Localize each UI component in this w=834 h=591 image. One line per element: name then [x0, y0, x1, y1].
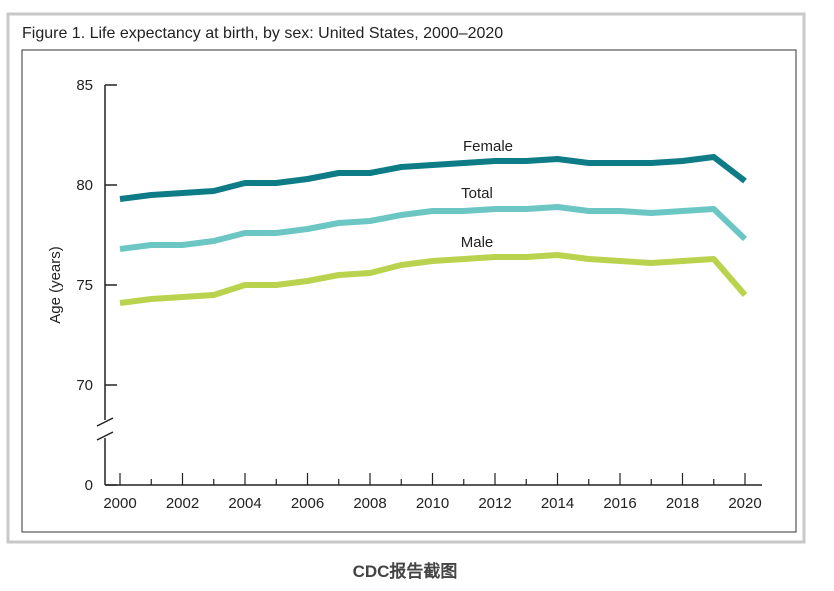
- series-label-total: Total: [461, 185, 493, 202]
- y-tick-label: 0: [85, 477, 93, 494]
- series-line-female: [119, 154, 747, 202]
- chart-title: Figure 1. Life expectancy at birth, by s…: [22, 25, 503, 42]
- series-label-male: Male: [461, 234, 494, 251]
- y-tick-label: 80: [76, 177, 93, 194]
- x-tick-label: 2020: [728, 495, 761, 512]
- x-tick-label: 2014: [541, 495, 574, 512]
- x-tick-label: 2002: [166, 495, 199, 512]
- series-line-total: [119, 204, 748, 252]
- y-tick-label: 75: [76, 277, 93, 294]
- series-label-female: Female: [463, 138, 513, 155]
- series-line-male: [119, 252, 748, 306]
- x-tick-label: 2012: [478, 495, 511, 512]
- x-tick-label: 2016: [603, 495, 636, 512]
- axis-break-mark: [96, 431, 114, 441]
- x-tick-label: 2006: [291, 495, 324, 512]
- plot-box: [21, 49, 797, 533]
- x-tick-label: 2000: [103, 495, 136, 512]
- axis-break-mark: [96, 417, 114, 427]
- y-axis-label: Age (years): [47, 246, 64, 324]
- x-tick-label: 2008: [353, 495, 386, 512]
- x-tick-label: 2004: [228, 495, 261, 512]
- x-tick-label: 2018: [666, 495, 699, 512]
- y-tick-label: 85: [76, 77, 93, 94]
- caption: CDC报告截图: [353, 561, 458, 581]
- x-tick-label: 2010: [416, 495, 449, 512]
- figure-frame: [6, 12, 806, 544]
- y-tick-label: 70: [76, 377, 93, 394]
